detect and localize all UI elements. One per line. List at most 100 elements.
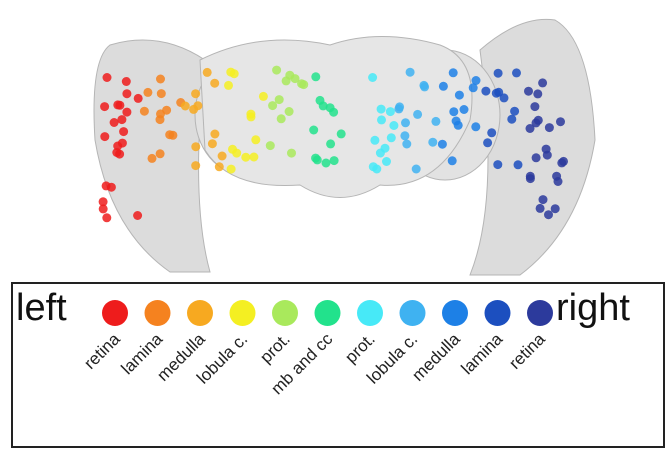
brain-dot xyxy=(449,107,459,117)
brain-dot xyxy=(401,118,410,128)
brain-dot xyxy=(311,72,321,82)
brain-dot xyxy=(535,203,545,213)
brain-dot xyxy=(321,158,331,168)
brain-dot xyxy=(191,142,201,152)
brain-dot xyxy=(513,160,523,170)
brain-dot xyxy=(119,127,129,137)
brain-dot xyxy=(312,155,322,165)
brain-dot xyxy=(139,106,149,116)
brain-dot xyxy=(156,89,166,99)
brain-dot xyxy=(411,164,421,174)
brain-dot xyxy=(431,116,441,126)
brain-dot xyxy=(329,156,339,166)
brain-dot xyxy=(207,139,217,149)
brain-dot xyxy=(382,157,391,166)
brain-dot xyxy=(143,87,153,97)
brain-dot xyxy=(156,109,165,119)
brain-dot xyxy=(544,123,554,133)
brain-dot xyxy=(372,164,382,174)
brain-dot xyxy=(386,133,396,143)
brain-dot xyxy=(191,161,201,171)
brain-dot xyxy=(453,120,463,130)
legend-swatch xyxy=(102,300,128,326)
brain-dot xyxy=(531,153,541,163)
brain-dot xyxy=(117,115,127,125)
brain-dot xyxy=(281,76,291,86)
brain-dot xyxy=(530,102,540,112)
brain-dot xyxy=(284,107,294,116)
brain-dot xyxy=(210,129,220,139)
brain-dot xyxy=(202,67,212,77)
brain-dot xyxy=(377,115,386,125)
brain-dots xyxy=(98,65,568,223)
brain-dot xyxy=(525,171,535,181)
legend-swatch xyxy=(527,300,553,326)
brain-dot xyxy=(420,82,430,92)
brain-dot xyxy=(98,197,108,207)
legend-right: right xyxy=(556,287,630,329)
brain-dot xyxy=(493,160,503,170)
brain-dot xyxy=(297,79,307,89)
brain-dot xyxy=(481,86,491,96)
brain-dot xyxy=(274,95,284,105)
brain-dot xyxy=(550,204,560,214)
brain-dot xyxy=(533,115,543,125)
brain-dot xyxy=(155,149,165,159)
brain-dot xyxy=(553,177,563,186)
brain-dot xyxy=(309,125,319,135)
brain-dot xyxy=(189,104,199,114)
brain-dot xyxy=(556,117,565,127)
brain-dot xyxy=(217,151,227,161)
brain-dot xyxy=(468,83,478,93)
brain-dot xyxy=(98,204,108,214)
brain-dot xyxy=(541,144,551,154)
brain-dot xyxy=(113,100,123,110)
brain-dot xyxy=(370,135,380,145)
brain-dot xyxy=(133,93,143,103)
brain-dot xyxy=(559,156,568,166)
brain-dot xyxy=(100,132,110,142)
legend-swatch xyxy=(314,300,341,326)
brain-dot xyxy=(438,81,448,91)
brain-dot xyxy=(380,143,390,153)
brain-dot xyxy=(241,152,251,162)
brain-dot xyxy=(287,148,296,158)
brain-dot xyxy=(133,211,143,220)
brain-dot xyxy=(117,138,127,148)
brain-dot xyxy=(385,107,395,117)
brain-dot xyxy=(276,114,286,124)
brain-dot xyxy=(251,135,261,145)
brain-dot xyxy=(524,86,533,96)
legend-swatch xyxy=(272,300,298,326)
brain-dot xyxy=(394,104,404,114)
brain-dot xyxy=(268,101,278,111)
legend-left: left xyxy=(16,287,67,329)
legend-swatch xyxy=(187,300,213,326)
brain-dot xyxy=(102,73,112,82)
brain-dot xyxy=(246,112,256,122)
legend-swatch xyxy=(144,300,171,326)
brain-dot xyxy=(538,195,548,205)
brain-dot xyxy=(232,148,242,158)
brain-dot xyxy=(315,95,325,105)
brain-dot xyxy=(326,139,336,149)
brain-dot xyxy=(471,76,481,85)
brain-dot xyxy=(368,73,378,82)
brain-dot xyxy=(290,74,300,84)
brain-dot xyxy=(447,156,457,166)
brain-dot xyxy=(493,68,503,78)
brain-dot xyxy=(454,90,464,100)
brain-dot xyxy=(147,153,157,163)
brain-dot xyxy=(428,137,438,147)
brain-dot xyxy=(437,139,447,149)
brain-dot xyxy=(258,91,268,101)
brain-dot xyxy=(376,104,386,114)
brain-dot xyxy=(413,109,423,119)
brain-dot xyxy=(210,78,220,88)
brain-dot xyxy=(512,68,521,78)
brain-dot xyxy=(389,121,399,130)
brain-dot xyxy=(180,101,190,111)
brain-dot xyxy=(165,130,175,140)
brain-dot xyxy=(405,67,415,77)
brain-dot xyxy=(224,80,233,90)
